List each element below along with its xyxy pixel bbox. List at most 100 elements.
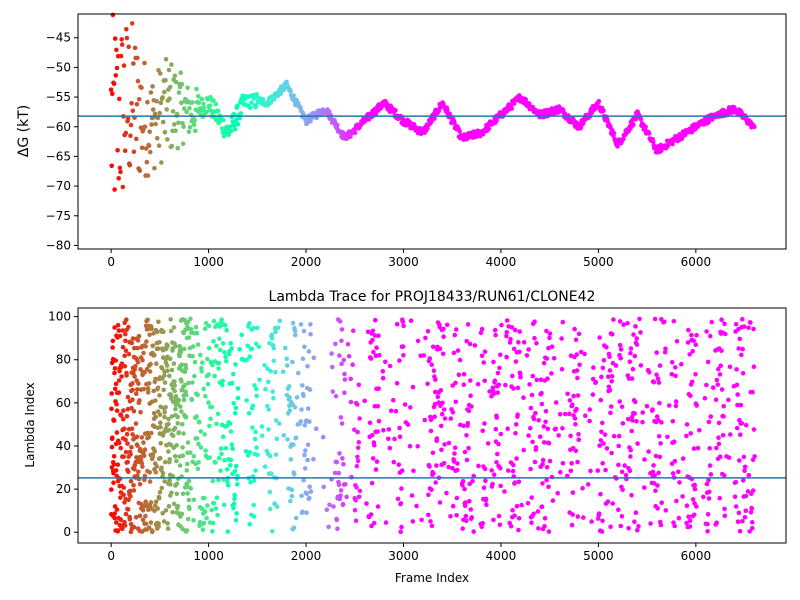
- lambda-axes-frame: [77, 307, 787, 544]
- lambda-points: [109, 316, 757, 535]
- lambda-point: [123, 338, 128, 344]
- lambda-point: [572, 326, 577, 332]
- lambda-point: [408, 318, 414, 324]
- x-tick-label: 0: [107, 549, 115, 563]
- lambda-point: [545, 426, 551, 432]
- lambda-point: [495, 370, 501, 376]
- lambda-point: [558, 469, 563, 475]
- lambda-point: [123, 511, 129, 517]
- lambda-point: [373, 317, 378, 323]
- dg-point: [176, 120, 181, 126]
- lambda-point: [734, 382, 740, 388]
- dg-x-ticks: 0 1000 2000 3000 4000 5000 6000: [107, 249, 711, 269]
- lambda-point: [546, 484, 551, 490]
- lambda-point: [622, 463, 627, 468]
- lambda-point: [182, 346, 187, 352]
- dg-point: [187, 124, 193, 130]
- lambda-point: [728, 432, 733, 437]
- lambda-point: [607, 368, 613, 373]
- lambda-point: [591, 365, 596, 370]
- lambda-point: [746, 473, 752, 478]
- lambda-point: [228, 429, 234, 434]
- lambda-point: [598, 397, 604, 403]
- lambda-point: [121, 426, 127, 432]
- lambda-point: [383, 520, 389, 525]
- lambda-point: [313, 426, 319, 432]
- lambda-point: [336, 482, 342, 488]
- x-tick-label: 4000: [486, 255, 517, 269]
- lambda-point: [632, 411, 637, 416]
- lambda-point: [495, 390, 501, 395]
- lambda-point: [462, 486, 467, 492]
- lambda-point: [435, 394, 441, 400]
- lambda-point: [715, 382, 721, 387]
- lambda-point: [214, 421, 219, 427]
- lambda-point: [634, 342, 640, 347]
- lambda-point: [657, 454, 663, 460]
- lambda-point: [251, 325, 256, 331]
- lambda-point: [422, 417, 428, 423]
- lambda-point: [301, 477, 306, 483]
- lambda-point: [126, 324, 131, 330]
- lambda-point: [180, 526, 186, 532]
- lambda-point: [619, 404, 625, 410]
- lambda-point: [167, 373, 172, 379]
- lambda-point: [167, 457, 172, 462]
- lambda-point: [425, 329, 431, 334]
- lambda-point: [259, 424, 265, 429]
- lambda-point: [339, 327, 345, 332]
- dg-point: [633, 117, 638, 122]
- lambda-point: [516, 516, 522, 521]
- lambda-point: [271, 395, 276, 401]
- lambda-point: [229, 442, 235, 447]
- lambda-point: [467, 498, 472, 504]
- lambda-point: [535, 509, 541, 514]
- lambda-point: [267, 489, 273, 495]
- lambda-point: [262, 363, 267, 368]
- lambda-point: [750, 389, 755, 395]
- lambda-chart-title: Lambda Trace for PROJ18433/RUN61/CLONE42: [269, 289, 596, 305]
- lambda-point: [657, 363, 663, 368]
- lambda-point: [437, 500, 443, 505]
- lambda-point: [159, 465, 164, 471]
- lambda-point: [491, 391, 497, 397]
- lambda-point: [719, 317, 724, 323]
- lambda-point: [353, 498, 359, 503]
- lambda-point: [638, 330, 643, 335]
- lambda-point: [470, 478, 475, 484]
- lambda-point: [629, 428, 634, 434]
- dg-point: [137, 168, 143, 173]
- lambda-point: [152, 508, 157, 514]
- lambda-point: [544, 477, 549, 483]
- lambda-point: [506, 468, 511, 473]
- dg-point: [511, 101, 517, 106]
- lambda-point: [191, 497, 197, 503]
- lambda-point: [173, 344, 178, 349]
- lambda-point: [608, 410, 613, 416]
- lambda-point: [475, 381, 481, 387]
- dg-point: [646, 131, 652, 136]
- y-tick-label: 20: [56, 482, 71, 496]
- dg-point: [291, 93, 296, 98]
- lambda-point: [224, 467, 230, 472]
- lambda-point: [410, 519, 416, 524]
- lambda-point: [252, 383, 257, 388]
- lambda-point: [267, 453, 273, 459]
- lambda-point: [688, 393, 693, 399]
- lambda-point: [298, 419, 304, 424]
- lambda-point: [133, 421, 139, 426]
- lambda-point: [549, 344, 555, 350]
- lambda-point: [135, 360, 141, 365]
- lambda-point: [203, 393, 208, 399]
- lambda-point: [496, 441, 501, 447]
- lambda-point: [439, 411, 445, 417]
- lambda-point: [708, 414, 714, 419]
- lambda-point: [120, 344, 126, 350]
- dg-point: [170, 109, 176, 114]
- lambda-point: [353, 518, 359, 523]
- lambda-point: [446, 440, 452, 446]
- lambda-point: [148, 500, 154, 505]
- dg-point: [162, 129, 168, 135]
- lambda-point: [637, 316, 642, 322]
- lambda-point: [745, 489, 751, 494]
